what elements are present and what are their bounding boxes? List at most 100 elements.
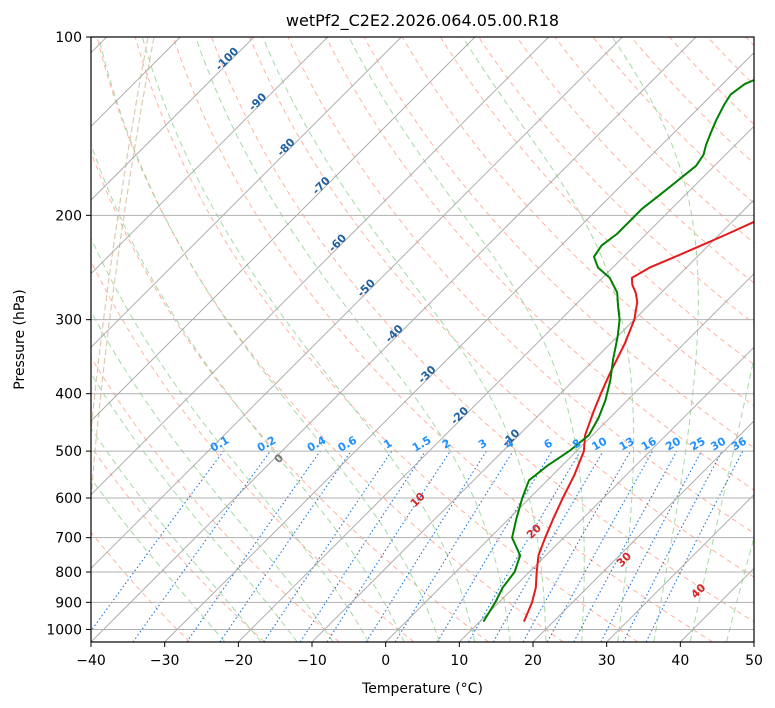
dry-adiabat: [91, 356, 340, 642]
moist-adiabat: [91, 372, 298, 642]
dry-adiabat: [707, 37, 754, 86]
ice-curve: [91, 37, 149, 438]
y-tick-label: 600: [55, 491, 82, 507]
dry-adiabat: [401, 37, 754, 407]
y-tick-label: 100: [55, 30, 82, 46]
skewed-isotherm: [91, 37, 550, 496]
skewed-isotherm: [458, 346, 754, 642]
x-axis-label: Temperature (°C): [361, 681, 483, 697]
x-tick-label: −10: [297, 653, 327, 669]
moist-adiabat-label: 30: [614, 549, 634, 569]
y-tick-label: 700: [55, 531, 82, 547]
x-tick-label: 40: [671, 653, 689, 669]
moist-adiabat: [763, 37, 775, 642]
isotherm-label: -70: [310, 174, 333, 197]
background-lines: [91, 37, 775, 642]
mixing-ratio-label: 2: [440, 437, 453, 452]
mixing-ratio-line: [263, 450, 393, 642]
mixing-ratio-label: 6: [542, 436, 555, 451]
isotherm-label: -40: [383, 322, 406, 345]
skewed-isotherm: [532, 420, 754, 642]
mixing-ratio-line: [186, 450, 321, 642]
y-tick-label: 200: [55, 208, 82, 224]
y-tick-label: 500: [55, 444, 82, 460]
moist-adiabat: [195, 37, 511, 642]
isotherm-label: -60: [326, 231, 349, 254]
skewed-isotherm: [753, 641, 754, 642]
chart-title: wetPf2_C2E2.2026.064.05.00.R18: [286, 11, 559, 31]
moist-adiabat: [726, 536, 754, 642]
skewed-isotherm: [385, 272, 754, 642]
mixing-ratio-line: [522, 450, 631, 642]
mixing-ratio-line: [600, 450, 702, 642]
x-tick-label: 0: [381, 653, 390, 669]
mixing-ratio-line: [645, 450, 744, 642]
dry-adiabat: [516, 37, 754, 284]
y-tick-label: 1000: [46, 622, 82, 638]
mixing-ratio-line: [299, 450, 426, 642]
dewpoint-line: [482, 78, 754, 623]
mixing-ratio-line: [219, 450, 352, 642]
moist-adiabat: [141, 37, 476, 642]
dry-adiabat: [91, 531, 191, 642]
moist-adiabat-label: 10: [408, 490, 428, 510]
dry-adiabat: [96, 37, 564, 642]
skewed-isotherm: [91, 37, 623, 570]
skewed-isotherm: [91, 37, 402, 349]
dry-adiabat: [592, 37, 754, 204]
y-tick-label: 300: [55, 313, 82, 329]
x-tick-label: −40: [76, 653, 106, 669]
moist-adiabat: [462, 37, 635, 642]
moist-adiabat: [91, 477, 226, 642]
sounding-series: [482, 78, 754, 623]
isotherm-label: -100: [213, 44, 242, 73]
moist-adiabat: [91, 142, 405, 642]
x-tick-label: −20: [224, 653, 254, 669]
isotherm-label: -30: [415, 363, 438, 386]
dry-adiabat: [211, 37, 754, 623]
y-tick-label: 800: [55, 565, 82, 581]
moist-adiabat: [611, 37, 699, 642]
y-axis-label: Pressure (hPa): [12, 289, 28, 389]
x-tick-label: 10: [450, 653, 468, 669]
dry-adiabat: [91, 445, 265, 642]
moist-adiabat: [689, 355, 754, 642]
skewed-isotherm: [311, 199, 754, 642]
x-tick-label: 20: [524, 653, 542, 669]
skewed-isotherm: [91, 37, 697, 642]
skewed-isotherm: [679, 567, 754, 642]
mixing-ratio-line: [573, 450, 678, 642]
mixing-ratio-line: [326, 450, 451, 642]
mixing-ratio-line: [365, 450, 487, 642]
mixing-ratio-label: 3: [476, 437, 489, 452]
moist-adiabat: [348, 37, 585, 642]
moist-adiabat: [91, 236, 370, 642]
x-axis: −40 −30 −20 −10 0 10 20 30 40 50: [76, 642, 763, 669]
skewed-isotherm: [237, 125, 754, 642]
moist-adiabat-label: 20: [524, 521, 544, 541]
moist-adiabat: [91, 310, 334, 642]
skewed-isotherm: [91, 37, 476, 422]
isotherm-label: -50: [355, 276, 378, 299]
mixing-ratio-line: [91, 450, 224, 632]
moist-adiabat: [262, 37, 547, 642]
dry-adiabat: [91, 259, 415, 642]
y-tick-label: 400: [55, 387, 82, 403]
dry-adiabat: [134, 37, 639, 642]
y-tick-label: 900: [55, 595, 82, 611]
mixing-ratio-line: [546, 450, 654, 642]
skewed-isotherm: [606, 493, 754, 642]
ice-curve: [91, 37, 155, 507]
moist-adiabat-label: 40: [688, 581, 708, 601]
skewed-isotherm: [91, 37, 329, 275]
mixing-ratio-line: [394, 450, 514, 642]
x-tick-label: −30: [150, 653, 180, 669]
mixing-ratio-label: 1: [381, 437, 394, 452]
dry-adiabat: [439, 37, 754, 366]
dry-adiabat: [172, 37, 713, 642]
x-tick-label: 50: [745, 653, 763, 669]
moist-adiabat: [98, 37, 440, 642]
mixing-ratio-line: [436, 450, 553, 642]
isotherm-label: -90: [246, 90, 269, 113]
